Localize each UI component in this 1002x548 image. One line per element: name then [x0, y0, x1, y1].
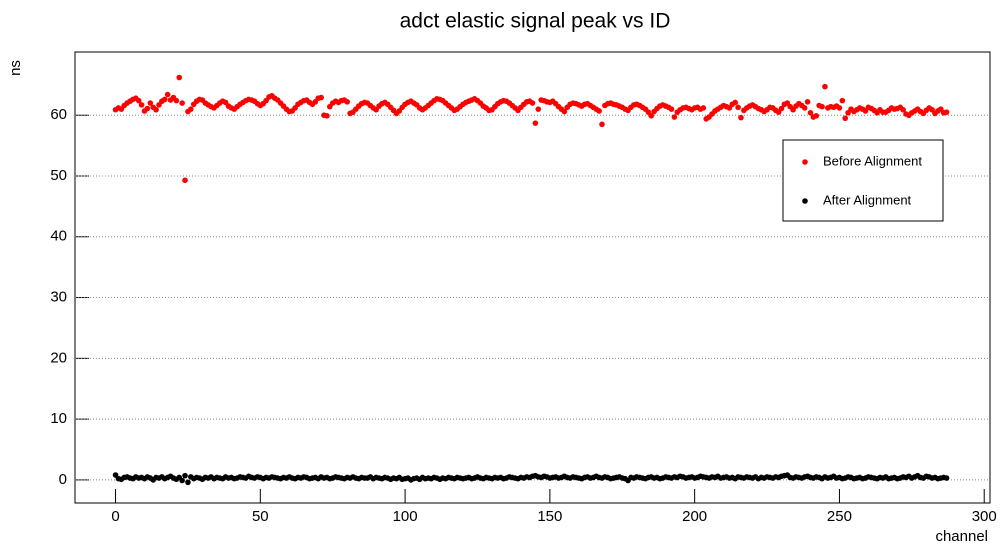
point	[176, 74, 183, 81]
chart-title: adct elastic signal peak vs ID	[400, 10, 671, 33]
point	[532, 120, 539, 126]
point	[529, 100, 536, 106]
point	[153, 106, 159, 113]
point	[671, 114, 678, 120]
point	[179, 100, 185, 106]
y-tick-label: 40	[50, 228, 67, 245]
point	[804, 99, 811, 105]
point	[144, 105, 151, 112]
point	[182, 472, 188, 479]
point	[836, 105, 843, 111]
point	[535, 106, 542, 112]
point	[900, 106, 906, 113]
y-tick-label: 10	[50, 410, 67, 427]
x-axis-label: channel	[935, 528, 988, 545]
x-tick-label: 200	[682, 508, 707, 525]
point	[738, 114, 744, 121]
point	[135, 97, 142, 104]
point	[596, 108, 602, 114]
y-tick-label: 60	[50, 106, 67, 123]
point	[138, 102, 145, 108]
point	[599, 121, 605, 128]
plot-frame	[74, 51, 991, 504]
x-tick-label: 250	[827, 508, 852, 525]
point	[819, 103, 825, 110]
point	[668, 106, 675, 112]
point	[732, 99, 738, 106]
point	[173, 97, 180, 104]
y-axis-label: ns	[7, 60, 24, 76]
point	[147, 100, 154, 106]
x-tick-label: 100	[393, 508, 418, 525]
y-tick-label: 50	[50, 167, 67, 184]
point	[943, 109, 950, 115]
point	[182, 177, 188, 184]
point	[161, 96, 168, 103]
legend-box	[782, 139, 944, 222]
y-tick-label: 20	[50, 349, 67, 366]
y-tick-label: 30	[50, 289, 67, 306]
legend-label: Before Alignment	[823, 153, 922, 168]
point	[344, 99, 350, 105]
point	[185, 479, 191, 486]
x-tick-label: 50	[252, 508, 269, 525]
x-tick-label: 0	[111, 508, 119, 525]
point	[324, 113, 330, 119]
point	[839, 97, 846, 104]
point	[822, 83, 828, 90]
point	[179, 477, 185, 484]
point	[561, 108, 568, 115]
point	[807, 109, 814, 116]
legend-label: After Alignment	[823, 192, 912, 207]
legend-marker	[802, 198, 808, 204]
point	[164, 91, 171, 98]
point	[735, 104, 741, 111]
point	[842, 115, 849, 122]
point	[778, 105, 785, 112]
point	[813, 113, 820, 119]
legend-marker	[802, 159, 808, 165]
x-tick-label: 300	[972, 508, 997, 525]
point	[318, 94, 324, 101]
y-tick-label: 0	[59, 471, 67, 488]
point	[700, 105, 707, 111]
point	[188, 106, 194, 112]
point	[648, 113, 655, 119]
point	[801, 105, 808, 111]
point	[943, 475, 950, 481]
x-tick-label: 150	[537, 508, 562, 525]
